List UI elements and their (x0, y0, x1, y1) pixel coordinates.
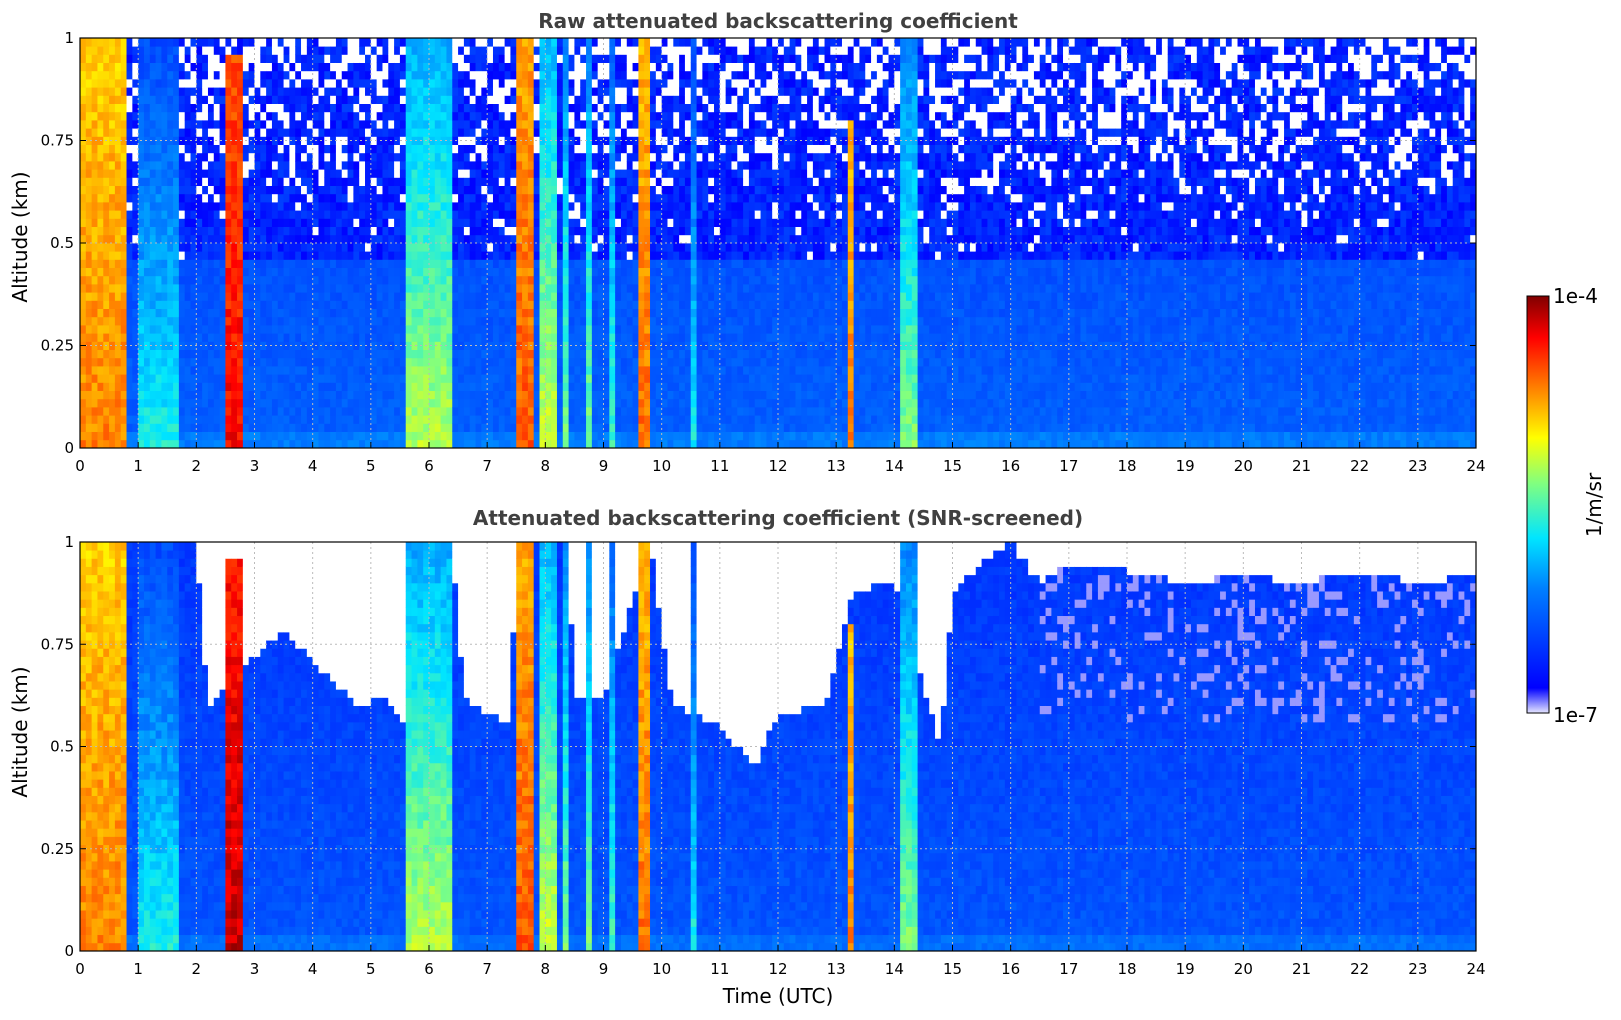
x-tick-label: 18 (1117, 960, 1136, 978)
y-tick-label: 0.75 (41, 132, 74, 150)
x-axis-label: Time (UTC) (722, 984, 834, 1008)
x-tick-label: 7 (482, 457, 492, 475)
y-tick-label: 0.25 (41, 840, 74, 858)
x-tick-label: 10 (652, 457, 671, 475)
x-tick-label: 21 (1292, 457, 1311, 475)
x-tick-label: 7 (482, 960, 492, 978)
x-tick-label: 17 (1059, 960, 1078, 978)
y-tick-label: 0.5 (50, 234, 74, 252)
x-tick-label: 16 (1001, 960, 1020, 978)
y-tick-label: 1 (64, 29, 74, 47)
y-axis-label: Altitude (km) (8, 171, 32, 302)
y-tick-label: 0.5 (50, 738, 74, 756)
x-tick-label: 8 (541, 960, 551, 978)
x-tick-label: 17 (1059, 457, 1078, 475)
x-tick-label: 11 (710, 960, 729, 978)
y-tick-label: 1 (64, 533, 74, 551)
x-tick-label: 23 (1408, 960, 1427, 978)
colorbar-gradient (1527, 296, 1549, 713)
x-tick-label: 2 (192, 457, 202, 475)
x-tick-label: 6 (424, 960, 434, 978)
x-tick-label: 3 (250, 960, 260, 978)
x-tick-label: 20 (1234, 457, 1253, 475)
x-tick-label: 2 (192, 960, 202, 978)
x-tick-label: 14 (885, 457, 904, 475)
colorbar: 1e-4 1e-7 1/m/sr (1527, 284, 1606, 727)
x-tick-label: 5 (366, 457, 376, 475)
x-tick-label: 22 (1350, 960, 1369, 978)
x-tick-label: 4 (308, 457, 318, 475)
x-tick-label: 1 (133, 960, 143, 978)
x-tick-label: 16 (1001, 457, 1020, 475)
x-tick-label: 20 (1234, 960, 1253, 978)
x-tick-label: 5 (366, 960, 376, 978)
x-tick-label: 9 (599, 457, 609, 475)
x-tick-label: 13 (827, 960, 846, 978)
x-tick-label: 15 (943, 457, 962, 475)
x-tick-label: 15 (943, 960, 962, 978)
x-tick-label: 23 (1408, 457, 1427, 475)
raw-backscatter-panel: Raw attenuated backscattering coefficien… (8, 9, 1486, 475)
x-tick-label: 8 (541, 457, 551, 475)
x-tick-label: 13 (827, 457, 846, 475)
x-tick-label: 0 (75, 960, 85, 978)
x-tick-label: 18 (1117, 457, 1136, 475)
x-tick-label: 12 (768, 960, 787, 978)
x-tick-label: 0 (75, 457, 85, 475)
x-tick-label: 12 (768, 457, 787, 475)
panel-title: Raw attenuated backscattering coefficien… (538, 9, 1018, 33)
y-axis-label: Altitude (km) (8, 666, 32, 797)
x-tick-label: 19 (1176, 457, 1195, 475)
x-tick-label: 1 (133, 457, 143, 475)
x-tick-label: 9 (599, 960, 609, 978)
x-tick-label: 24 (1466, 960, 1485, 978)
x-tick-label: 10 (652, 960, 671, 978)
y-tick-label: 0.75 (41, 635, 74, 653)
colorbar-min-label: 1e-7 (1553, 703, 1598, 727)
x-tick-label: 19 (1176, 960, 1195, 978)
y-tick-label: 0 (64, 439, 74, 457)
colorbar-unit-label: 1/m/sr (1582, 472, 1606, 537)
x-tick-label: 6 (424, 457, 434, 475)
y-tick-label: 0.25 (41, 337, 74, 355)
x-tick-label: 3 (250, 457, 260, 475)
x-tick-label: 14 (885, 960, 904, 978)
x-tick-label: 24 (1466, 457, 1485, 475)
colorbar-max-label: 1e-4 (1553, 284, 1598, 308)
screened-backscatter-panel: Attenuated backscattering coefficient (S… (8, 506, 1486, 1008)
panel-title: Attenuated backscattering coefficient (S… (473, 506, 1083, 530)
x-tick-label: 21 (1292, 960, 1311, 978)
x-tick-label: 4 (308, 960, 318, 978)
y-tick-label: 0 (64, 942, 74, 960)
x-tick-label: 11 (710, 457, 729, 475)
x-tick-label: 22 (1350, 457, 1369, 475)
